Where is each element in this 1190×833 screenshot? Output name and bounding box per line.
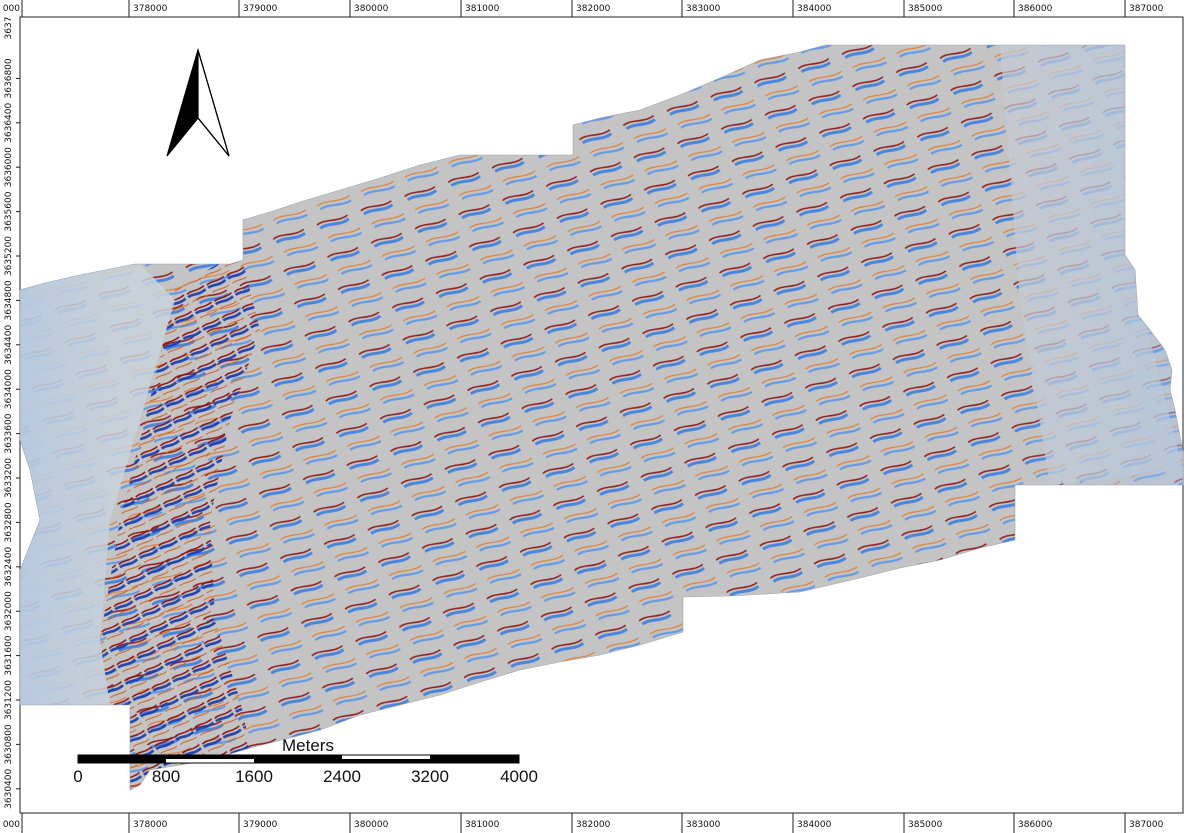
y-tick-label: 3636800 [4,58,14,98]
dune-raster [20,45,1183,790]
scale-bar-label: 0 [73,767,82,786]
x-axis-top: 000 378000 379000 380000 381000 382000 383000 3… [3,0,1164,17]
y-tick-label: 3637 [4,17,14,40]
scale-segment [430,755,519,763]
x-axis-bottom: 000 378000 379000 380000 381000 382000 383000 3… [3,813,1164,833]
y-axis-left: 3637 3636800 3636400 3636000 3635600 3635200 3… [4,17,20,809]
y-tick-label: 3634400 [4,324,14,364]
scale-bar-label: 2400 [323,767,361,786]
x-tick-label: 381000 [465,4,500,14]
x-tick-label: 386000 [1018,4,1053,14]
scale-segment [254,755,342,763]
y-tick-label: 3631600 [4,635,14,675]
y-tick-label: 3631200 [4,680,14,720]
x-tick-label: 383000 [686,820,721,830]
x-tick-label: 384000 [797,820,832,830]
scale-segment [78,755,166,763]
scale-bar-title: Meters [282,736,334,755]
region-outline [19,44,1184,791]
x-tick-label: 380000 [354,820,389,830]
x-tick-label: 387000 [1129,4,1164,14]
x-tick-label: 383000 [686,4,721,14]
y-tick-label: 3633600 [4,413,14,453]
x-tick-label: 381000 [465,820,500,830]
x-tick-label: 378000 [133,820,168,830]
scale-bar-label: 4000 [500,767,538,786]
x-tick-label: 000 [3,820,20,830]
x-tick-label: 000 [3,4,20,14]
y-tick-label: 3633200 [4,458,14,498]
y-tick-label: 3630800 [4,724,14,764]
x-tick-label: 385000 [908,820,943,830]
y-tick-label: 3634000 [4,369,14,409]
scale-bar-label: 800 [152,767,180,786]
x-tick-label: 379000 [243,4,278,14]
scale-bar: Meters 0 800 1600 2400 3200 4000 [73,736,538,786]
x-tick-label: 386000 [1018,820,1053,830]
y-tick-label: 3632000 [4,591,14,631]
y-tick-label: 3632400 [4,546,14,586]
scale-bar-label: 1600 [235,767,273,786]
y-tick-label: 3630400 [4,768,14,808]
x-tick-label: 387000 [1129,820,1164,830]
x-tick-label: 380000 [354,4,389,14]
x-tick-label: 379000 [243,820,278,830]
scale-bar-label: 3200 [411,767,449,786]
x-tick-label: 385000 [908,4,943,14]
y-tick-label: 3632800 [4,502,14,542]
north-arrow-icon [166,47,230,157]
x-tick-label: 384000 [797,4,832,14]
y-tick-label: 3635200 [4,236,14,276]
y-tick-label: 3636000 [4,147,14,187]
scale-segment [166,755,254,759]
x-tick-label: 378000 [133,4,168,14]
x-tick-label: 382000 [576,820,611,830]
x-tick-label: 382000 [576,4,611,14]
scale-segment [342,759,430,763]
y-tick-label: 3636400 [4,102,14,142]
y-tick-label: 3635600 [4,191,14,231]
y-tick-label: 3634800 [4,280,14,320]
